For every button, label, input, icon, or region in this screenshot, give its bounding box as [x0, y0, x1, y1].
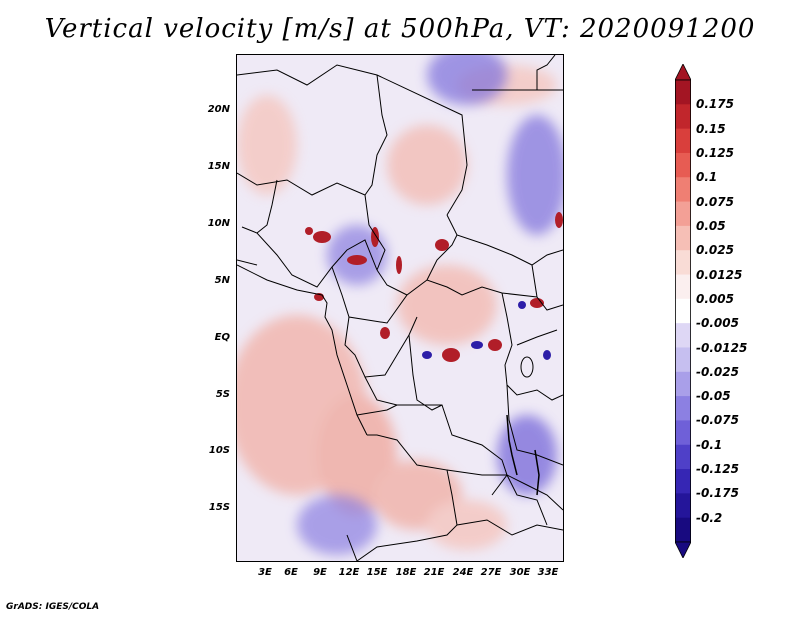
colorbar-top-arrow	[675, 64, 691, 81]
lon-label: 15E	[366, 567, 388, 578]
colorbar-segment	[675, 347, 691, 373]
lon-label: 33E	[537, 567, 559, 578]
colorbar-label: -0.2	[696, 510, 723, 525]
colorbar-label: 0.0125	[696, 267, 743, 282]
lat-label: 15N	[207, 161, 230, 172]
chart-title: Vertical velocity [m/s] at 500hPa, VT: 2…	[44, 14, 756, 44]
colorbar-label: 0.05	[696, 218, 726, 233]
lon-label: 3E	[258, 567, 272, 578]
lat-label: 10N	[207, 218, 230, 229]
lat-label: 15S	[208, 502, 230, 513]
colorbar	[675, 64, 691, 558]
velocity-field-map	[237, 55, 563, 561]
colorbar-segment	[675, 128, 691, 154]
colorbar-segment	[675, 469, 691, 494]
colorbar-label: 0.175	[696, 97, 734, 112]
map-panel	[236, 54, 564, 562]
lat-label: 10S	[208, 445, 230, 456]
lon-label: 30E	[509, 567, 531, 578]
colorbar-label: -0.025	[696, 364, 739, 379]
colorbar-label: -0.05	[696, 389, 731, 404]
colorbar-segment	[675, 225, 691, 251]
colorbar-segment	[675, 323, 691, 348]
colorbar-label: -0.1	[696, 437, 723, 452]
colorbar-segment	[675, 517, 691, 543]
colorbar-segment	[675, 201, 691, 227]
colorbar-segment	[675, 104, 691, 130]
lon-label: 21E	[423, 567, 445, 578]
colorbar-segment	[675, 250, 691, 276]
credit-text: GrADS: IGES/COLA	[6, 602, 100, 612]
colorbar-label: 0.025	[696, 243, 734, 258]
colorbar-label: -0.175	[696, 486, 739, 501]
lat-label: 20N	[207, 104, 230, 115]
colorbar-segment	[675, 80, 691, 105]
colorbar-bottom-arrow	[675, 541, 691, 558]
colorbar-label: -0.005	[696, 316, 739, 331]
colorbar-segment	[675, 371, 691, 397]
lon-label: 24E	[452, 567, 474, 578]
colorbar-label: -0.075	[696, 413, 739, 428]
colorbar-label: 0.125	[696, 145, 734, 160]
lon-label: 18E	[395, 567, 417, 578]
colorbar-segment	[675, 420, 691, 446]
lon-label: 9E	[313, 567, 327, 578]
colorbar-segment	[675, 152, 691, 178]
lon-label: 12E	[338, 567, 360, 578]
lat-label: 5S	[215, 389, 230, 400]
lon-label: 6E	[284, 567, 298, 578]
lat-label: 5N	[214, 275, 230, 286]
lat-label: EQ	[214, 332, 230, 343]
lon-label: 27E	[480, 567, 502, 578]
colorbar-segment	[675, 298, 691, 324]
colorbar-segment	[675, 493, 691, 519]
colorbar-segment	[675, 274, 691, 300]
colorbar-label: -0.0125	[696, 340, 748, 355]
colorbar-label: 0.005	[696, 291, 734, 306]
colorbar-segment	[675, 444, 691, 470]
colorbar-label: 0.15	[696, 121, 726, 136]
colorbar-segment	[675, 177, 691, 203]
colorbar-label: -0.125	[696, 462, 739, 477]
colorbar-label: 0.1	[696, 170, 718, 185]
colorbar-label: 0.075	[696, 194, 734, 209]
colorbar-segment	[675, 396, 691, 421]
